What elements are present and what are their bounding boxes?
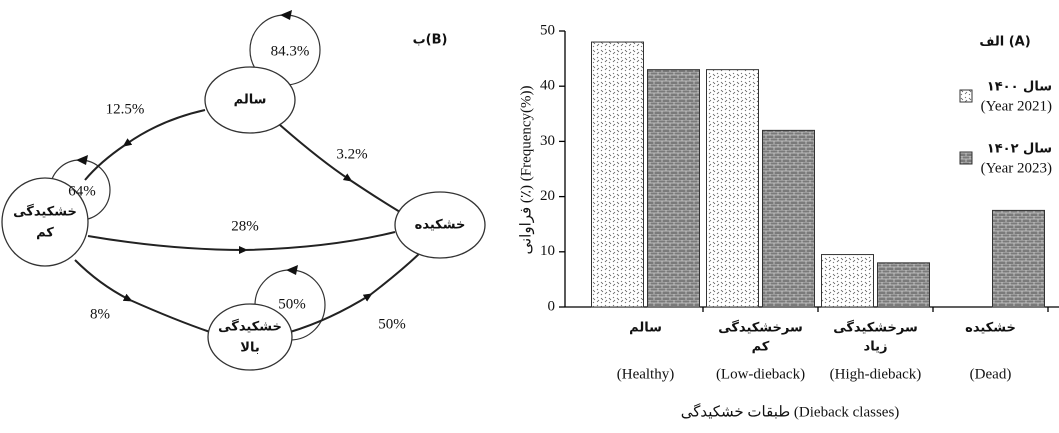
edge: [289, 293, 373, 333]
diagram: ب(B) سالم خشکیدگی کم خشکیده خشکیدگی بالا…: [1, 10, 486, 371]
x-tick-label: (Dead): [970, 366, 1012, 382]
legend-label: (Year 2021): [981, 98, 1052, 114]
node-label: خشکیدگی: [13, 204, 77, 220]
edge: [84, 144, 126, 181]
node-label: خشکیده: [415, 218, 466, 233]
edge-label: 28%: [231, 218, 259, 234]
loop-label: 84.3%: [271, 43, 310, 59]
chart-title: الف (A): [979, 35, 1030, 50]
y-tick-label: 0: [548, 298, 556, 314]
bar: [647, 69, 700, 308]
x-tick-label-fa: کم: [752, 340, 770, 355]
x-axis-label: طبقات خشکیدگی (Dieback classes): [681, 402, 900, 420]
loop-arrow: [286, 265, 298, 275]
y-tick-label: 50: [540, 22, 555, 38]
loop-label: 50%: [278, 296, 306, 312]
edge-label: 8%: [90, 306, 110, 322]
legend-swatch: [959, 151, 973, 165]
legend-swatch: [959, 89, 973, 103]
y-tick-label: 40: [540, 78, 555, 94]
x-tick-label: (Healthy): [617, 366, 674, 382]
edge: [87, 235, 248, 254]
node: [1, 177, 89, 267]
y-axis-label: فراوانی (٪) (Frequency(%)): [518, 85, 534, 254]
node: [207, 303, 293, 371]
edge: [349, 179, 401, 213]
edge: [129, 299, 211, 333]
node: [394, 191, 486, 259]
node-label: خشکیدگی: [218, 319, 282, 335]
bar: [762, 129, 815, 308]
edge-label: 50%: [378, 316, 406, 332]
bar: [591, 41, 644, 308]
y-tick-label: 10: [540, 243, 555, 259]
legend-label: (Year 2023): [981, 160, 1052, 176]
edge: [279, 124, 353, 182]
edge: [122, 109, 206, 147]
bar: [877, 262, 930, 308]
edge-label: 12.5%: [106, 101, 145, 117]
chart: الف (A) طبقات خشکیدگی (Dieback classes) …: [518, 22, 1059, 420]
edge: [369, 252, 421, 296]
diagram-title: ب(B): [413, 33, 448, 48]
node-label: بالا: [240, 341, 259, 356]
x-tick-label-fa: سالم: [629, 321, 662, 336]
node-label: کم: [36, 226, 54, 241]
bar: [992, 209, 1045, 308]
edge: [74, 259, 133, 302]
loop-label: 64%: [68, 183, 96, 199]
loop-arrow: [280, 10, 292, 20]
bar: [821, 254, 874, 308]
node-label: سالم: [234, 93, 267, 108]
x-tick-label: (Low-dieback): [716, 366, 805, 382]
x-tick-label-fa: خشکیده: [965, 321, 1016, 336]
bar: [706, 69, 759, 308]
x-tick-label-fa: زیاد: [864, 340, 888, 355]
legend-label: سال ۱۴۰۲: [987, 142, 1052, 157]
y-tick-label: 20: [540, 188, 555, 204]
legend-label: سال ۱۴۰۰: [987, 80, 1052, 95]
edge-label: 3.2%: [336, 146, 367, 162]
loop-arrow: [76, 155, 88, 165]
node: [204, 66, 296, 134]
edge: [244, 231, 396, 251]
x-tick-label-fa: سرخشکیدگی: [718, 320, 803, 336]
y-tick-label: 30: [540, 133, 555, 149]
x-tick-label: (High-dieback): [830, 366, 922, 382]
x-tick-label-fa: سرخشکیدگی: [833, 320, 918, 336]
